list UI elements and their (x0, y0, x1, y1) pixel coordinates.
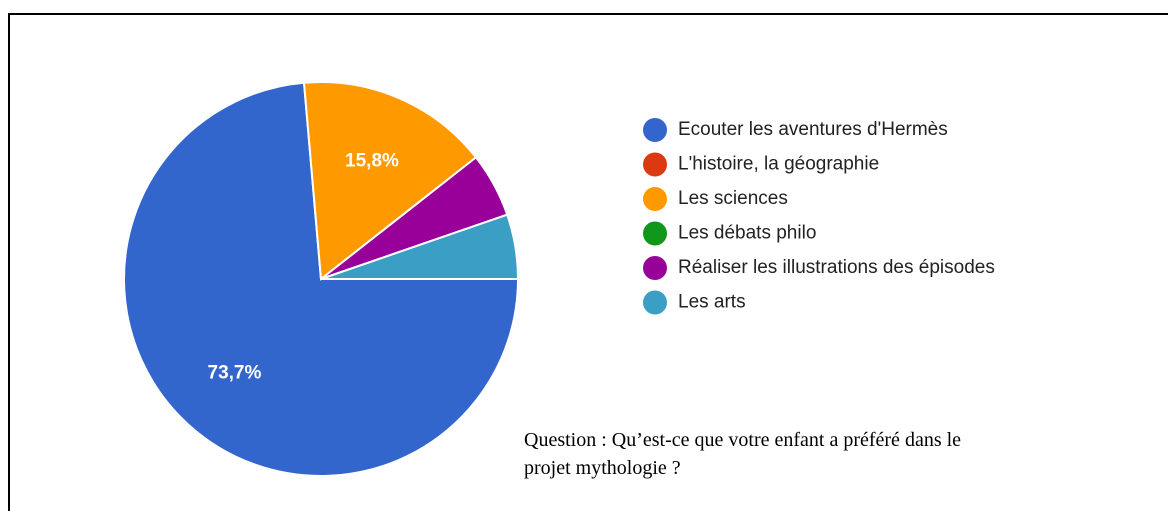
pie-slice (302, 81, 478, 281)
slice-label: 15,8% (345, 151, 399, 172)
legend-swatch (643, 290, 667, 315)
legend-swatch (643, 256, 667, 280)
legend-swatch (643, 118, 667, 142)
legend-label: Les sciences (678, 188, 788, 209)
legend-swatch (643, 152, 667, 177)
legend-label: L'histoire, la géographie (678, 154, 879, 175)
legend-label: Les débats philo (678, 223, 816, 244)
legend-swatch (643, 187, 667, 211)
legend-label: Les arts (678, 292, 746, 313)
slice-label: 73,7% (208, 362, 262, 383)
annotation: Question : Qu’est-ce que votre enfant a … (524, 429, 962, 479)
legend-label: Ecouter les aventures d'Hermès (678, 119, 948, 140)
legend-label: Réaliser les illustrations des épisodes (678, 257, 995, 278)
pie-slice (320, 213, 520, 280)
legend-swatch (643, 221, 667, 246)
